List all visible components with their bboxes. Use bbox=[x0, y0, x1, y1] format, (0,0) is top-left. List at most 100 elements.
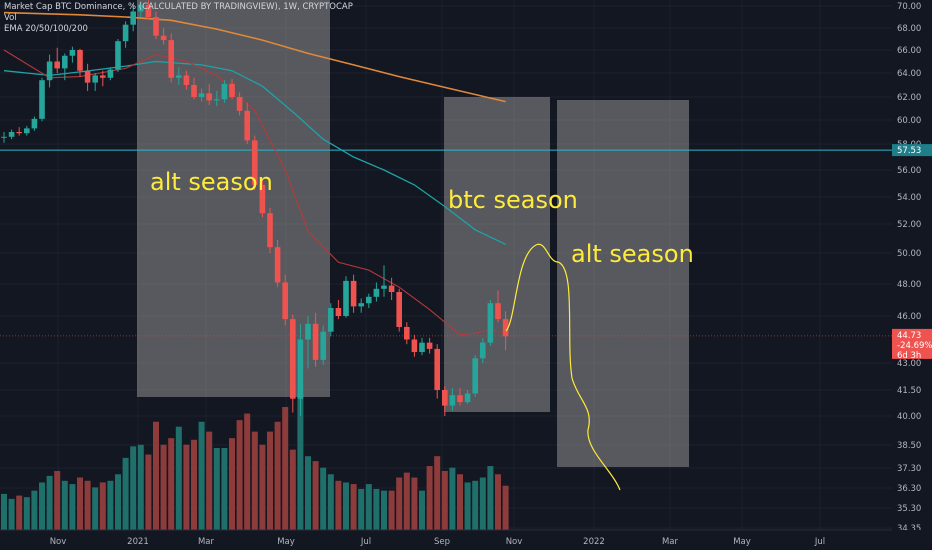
volume-bar-6 bbox=[46, 475, 53, 530]
candle-57 bbox=[434, 344, 440, 399]
hand-drawn-path bbox=[505, 243, 621, 491]
candle-48 bbox=[366, 293, 372, 308]
volume-bar-30 bbox=[229, 438, 235, 530]
y-tick-label-3: 64.00 bbox=[897, 69, 921, 79]
candle-31 bbox=[236, 92, 243, 116]
volume-bar-42 bbox=[320, 467, 327, 530]
price-label-change: -24.69% bbox=[897, 341, 932, 351]
y-tick-label-18: 36.30 bbox=[897, 484, 921, 494]
candle-27 bbox=[206, 83, 212, 106]
candle-body-14 bbox=[107, 69, 114, 78]
volume-bar-4 bbox=[31, 490, 38, 530]
volume-bar-55 bbox=[419, 490, 425, 530]
y-tick-label-20: 34.35 bbox=[897, 524, 921, 534]
volume-bar-21 bbox=[160, 444, 167, 530]
candle-body-30 bbox=[229, 83, 235, 97]
candle-body-41 bbox=[312, 323, 319, 360]
candle-53 bbox=[404, 322, 410, 345]
candle-30 bbox=[229, 79, 235, 100]
x-axis: Nov 2021 Mar May Jul Sep Nov 2022 Mar May Jul bbox=[0, 529, 932, 550]
volume-bar-63 bbox=[479, 477, 486, 530]
candle-49 bbox=[373, 282, 380, 302]
annotation-2: alt season bbox=[571, 240, 694, 268]
candle-body-7 bbox=[54, 61, 60, 69]
candle-body-22 bbox=[168, 40, 174, 78]
candle-body-57 bbox=[434, 348, 440, 390]
volume-bar-12 bbox=[92, 487, 99, 530]
candle-38 bbox=[290, 314, 296, 413]
candle-36 bbox=[274, 239, 281, 288]
candle-body-44 bbox=[335, 308, 342, 316]
x-tick-label-10: Jul bbox=[814, 537, 825, 547]
annotations: alt season btc season alt season bbox=[150, 168, 694, 268]
candle-45 bbox=[343, 276, 349, 318]
candle-61 bbox=[464, 390, 471, 404]
candle-body-35 bbox=[267, 213, 273, 248]
volume-bar-52 bbox=[396, 477, 403, 530]
volume-bar-43 bbox=[327, 474, 334, 530]
y-tick-label-12: 46.00 bbox=[897, 312, 921, 322]
volume-bar-3 bbox=[23, 497, 30, 530]
volume-bar-14 bbox=[107, 480, 114, 530]
candle-9 bbox=[69, 46, 76, 63]
season-box-0 bbox=[137, 0, 330, 397]
candle-body-49 bbox=[373, 288, 380, 297]
volume-bar-45 bbox=[343, 482, 349, 530]
price-label-time: 6d 3h bbox=[897, 351, 921, 361]
volume-bar-15 bbox=[115, 474, 121, 530]
legend-vol: Vol bbox=[4, 13, 17, 23]
candle-body-65 bbox=[495, 303, 501, 320]
candle-body-21 bbox=[160, 35, 167, 41]
candle-body-55 bbox=[419, 342, 425, 353]
y-tick-label-19: 35.30 bbox=[897, 504, 921, 514]
volume-bar-28 bbox=[213, 448, 220, 530]
candle-body-16 bbox=[122, 24, 129, 42]
candle-47 bbox=[358, 298, 364, 313]
candle-34 bbox=[259, 179, 266, 218]
candle-1 bbox=[8, 129, 15, 140]
candle-body-24 bbox=[183, 75, 190, 85]
volume-bar-64 bbox=[487, 466, 494, 530]
candle-body-12 bbox=[92, 75, 98, 83]
candle-4 bbox=[31, 116, 38, 131]
ema-teal-line bbox=[3, 60, 506, 245]
volume-bar-23 bbox=[175, 426, 182, 530]
candle-body-51 bbox=[388, 285, 395, 292]
volume-bar-46 bbox=[350, 484, 357, 530]
price-label-value: 44.73 bbox=[897, 331, 921, 341]
y-tick-label-15: 40.00 bbox=[897, 412, 921, 422]
candle-60 bbox=[457, 388, 463, 406]
candle-19 bbox=[145, 0, 152, 20]
x-tick-label-1: 2021 bbox=[127, 537, 149, 547]
volume-bar-10 bbox=[77, 477, 83, 530]
candle-body-6 bbox=[46, 61, 53, 81]
volume-bar-7 bbox=[54, 470, 61, 530]
candle-body-66 bbox=[502, 319, 509, 337]
candle-10 bbox=[77, 48, 83, 77]
candle-body-33 bbox=[252, 140, 258, 185]
volume-bar-35 bbox=[267, 431, 273, 530]
volume-bar-66 bbox=[502, 485, 509, 530]
candle-40 bbox=[305, 316, 311, 369]
volume-bar-50 bbox=[381, 490, 387, 530]
candle-37 bbox=[282, 274, 288, 326]
candle-body-11 bbox=[84, 70, 91, 83]
volume-bar-48 bbox=[365, 484, 372, 530]
candle-body-50 bbox=[381, 285, 387, 289]
candle-body-45 bbox=[343, 280, 349, 316]
candle-body-13 bbox=[100, 75, 106, 78]
candle-body-29 bbox=[221, 83, 228, 100]
candle-body-53 bbox=[404, 326, 410, 340]
candle-32 bbox=[244, 102, 250, 144]
candle-body-25 bbox=[191, 85, 197, 97]
volume-bar-2 bbox=[16, 495, 23, 530]
y-axis: 70.0068.0066.0064.0062.0060.0058.0056.00… bbox=[892, 0, 932, 550]
level-label: 57.53 bbox=[897, 146, 921, 156]
volume-bar-49 bbox=[373, 489, 380, 530]
candle-body-23 bbox=[176, 75, 182, 78]
candle-63 bbox=[480, 337, 486, 363]
candle-body-34 bbox=[259, 184, 266, 214]
y-tick-label-9: 52.00 bbox=[897, 220, 921, 230]
candle-58 bbox=[442, 386, 448, 416]
